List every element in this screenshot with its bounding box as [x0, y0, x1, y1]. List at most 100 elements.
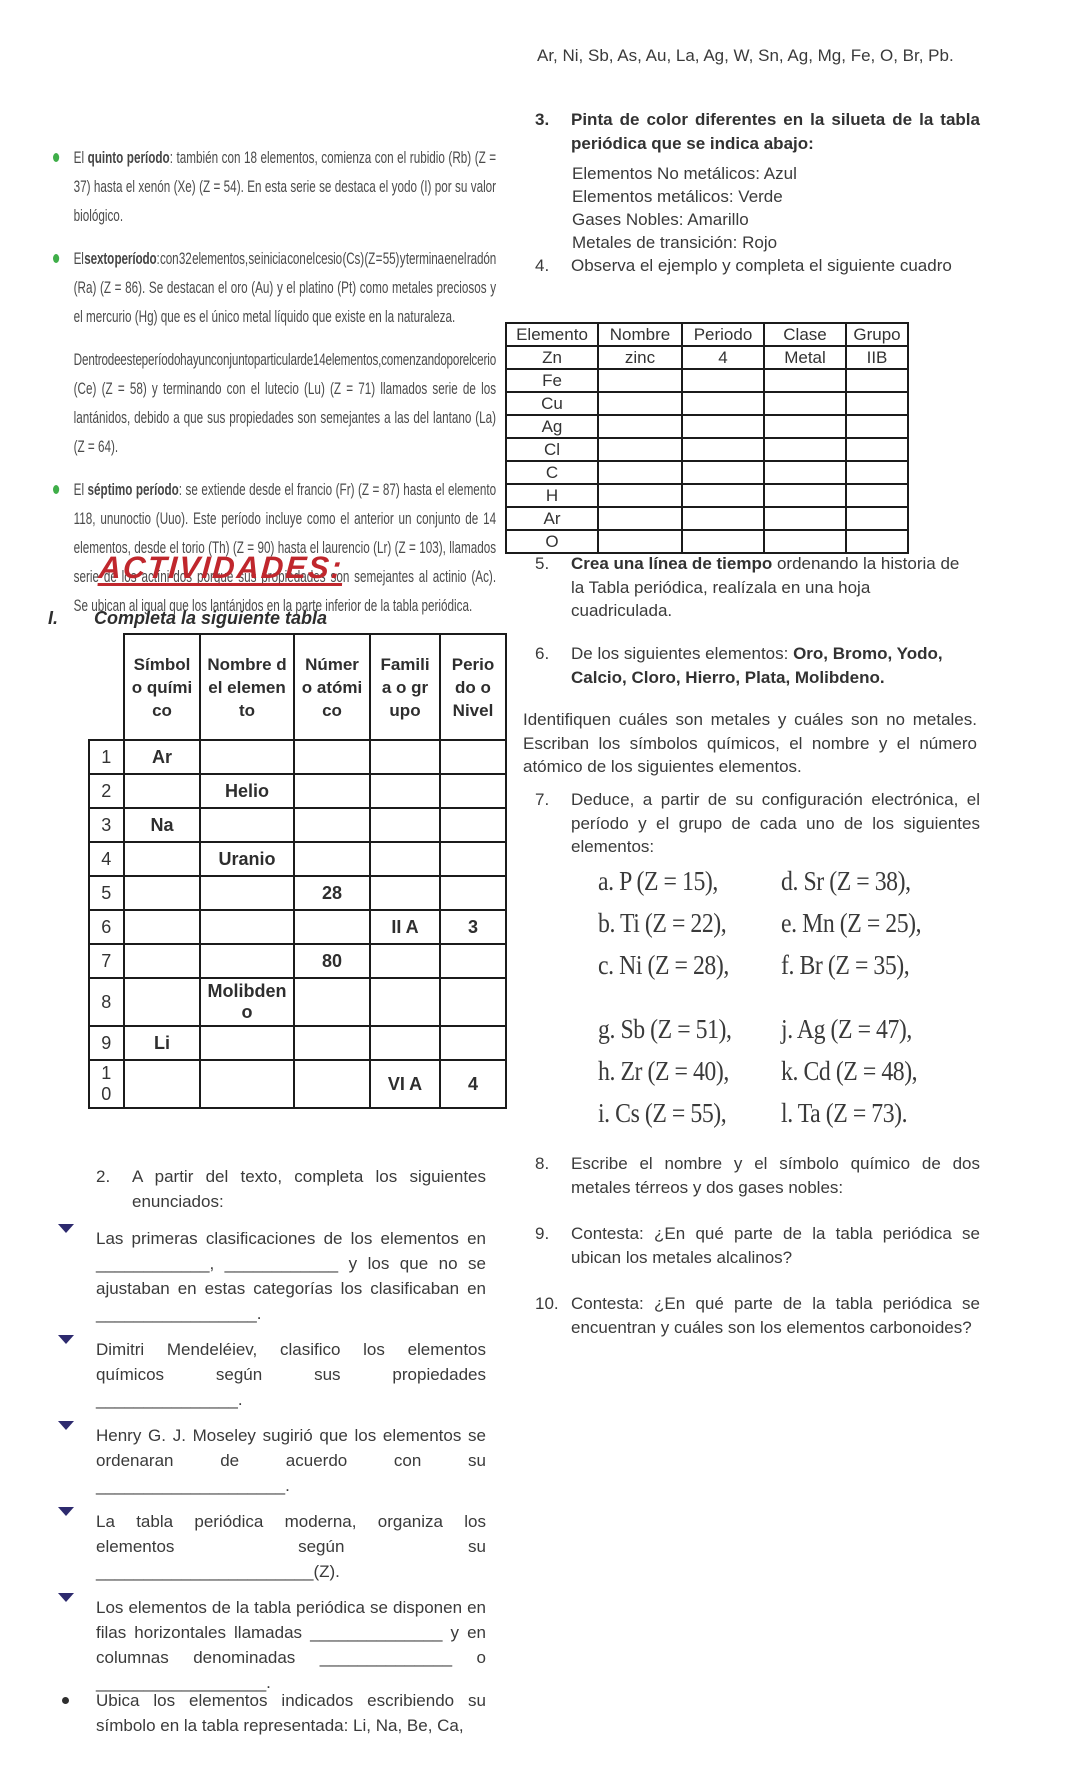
header-cell: Elemento	[505, 322, 599, 347]
arrow-bullet-icon	[58, 1224, 75, 1252]
cell	[845, 460, 909, 485]
element-list-row: b. Ti (Z = 22), e. Mn (Z = 25),	[598, 902, 950, 944]
task-3-text: Pinta de color diferentes en la silueta …	[571, 110, 980, 153]
cell	[597, 391, 683, 416]
task-9: 9. Contesta: ¿En qué parte de la tabla p…	[535, 1222, 980, 1269]
cell	[439, 841, 507, 877]
ubica-bullet: Ubica los elementos indicados escribiend…	[50, 1688, 486, 1738]
cell: Li	[123, 1025, 201, 1061]
green-bullet-icon	[53, 153, 60, 162]
element-list-row: c. Ni (Z = 28), f. Br (Z = 35),	[598, 944, 950, 986]
cell: Zn	[505, 345, 599, 370]
cell	[597, 506, 683, 531]
task-6: 6. De los siguientes elementos: Oro, Bro…	[535, 642, 977, 689]
task-10-number: 10.	[535, 1294, 559, 1313]
task-4: 4. Observa el ejemplo y completa el sigu…	[535, 254, 980, 278]
dot-bullet-icon	[62, 1697, 69, 1704]
bullet-sexto-periodo: El sexto período: con 32 elementos, se i…	[42, 244, 496, 331]
task-2-text: A partir del texto, completa los siguien…	[132, 1167, 486, 1211]
cell: Cl	[505, 437, 599, 462]
task-6-paragraph: Identifiquen cuáles son metales y cuáles…	[523, 710, 977, 776]
cell	[763, 414, 847, 439]
table-row: C	[505, 460, 909, 485]
header-cell: Símbolo químico	[123, 633, 201, 741]
element-list-row: g. Sb (Z = 51), j. Ag (Z = 47),	[598, 1008, 950, 1050]
table-row: O	[505, 529, 909, 554]
cell	[681, 529, 765, 554]
cell	[597, 368, 683, 393]
arrow-bullet-icon	[58, 1335, 75, 1363]
bullet-text-rest: : con 32 elementos, se inicia con el ces…	[73, 249, 497, 326]
cell	[439, 1025, 507, 1061]
table-row: Cu	[505, 391, 909, 416]
element-item: b. Ti (Z = 22),	[598, 907, 727, 938]
cell	[763, 391, 847, 416]
task-7-text: Deduce, a partir de su configuración ele…	[571, 790, 980, 856]
cell	[681, 391, 765, 416]
cell	[845, 437, 909, 462]
cell: 4	[681, 345, 765, 370]
cell	[845, 391, 909, 416]
header-cell: Familia o grupo	[369, 633, 441, 741]
cell: Helio	[199, 773, 295, 809]
cell	[763, 483, 847, 508]
element-item: c. Ni (Z = 28),	[598, 949, 729, 980]
cell	[199, 1059, 295, 1109]
cell	[439, 773, 507, 809]
cell: zinc	[597, 345, 683, 370]
task-5-number: 5.	[535, 554, 550, 573]
fill-item-text: Los elementos de la tabla periódica se d…	[96, 1598, 486, 1692]
cell: 80	[293, 943, 371, 979]
cell	[681, 483, 765, 508]
cell	[597, 460, 683, 485]
cell	[845, 368, 909, 393]
cell	[763, 506, 847, 531]
cell: Uranio	[199, 841, 295, 877]
cell: Cu	[505, 391, 599, 416]
task-5-rest: ordenando la historia de la Tabla periód…	[571, 554, 960, 620]
task-2-number: 2.	[96, 1167, 111, 1186]
row-number-cell: 10	[88, 1059, 125, 1109]
arrow-bullet-icon	[58, 1593, 75, 1621]
activities-heading: ACTIVIDADES:	[97, 550, 345, 585]
task-1-title-text: Completa la siguiente tabla	[94, 608, 328, 628]
element-item: g. Sb (Z = 51),	[598, 1013, 732, 1044]
cell	[293, 841, 371, 877]
element-classification-table: Elemento Nombre Periodo Clase Grupo Zn zi…	[505, 322, 909, 554]
arrow-bullet-icon	[58, 1421, 75, 1449]
cell	[369, 875, 441, 911]
element-item: f. Br (Z = 35),	[781, 949, 910, 980]
table-row: 8 Molibdeno	[88, 977, 507, 1027]
row-number-cell: 9	[88, 1025, 125, 1061]
cell	[123, 841, 201, 877]
cell	[123, 977, 201, 1027]
cell	[369, 841, 441, 877]
table-row: Zn zinc 4 Metal IIB	[505, 345, 909, 370]
task-10: 10. Contesta: ¿En qué parte de la tabla …	[535, 1292, 980, 1339]
fill-item: Las primeras clasificaciones de los elem…	[50, 1224, 486, 1326]
cell	[293, 1059, 371, 1109]
cell	[123, 909, 201, 945]
cell	[681, 506, 765, 531]
cell: O	[505, 529, 599, 554]
cell: Ag	[505, 414, 599, 439]
cell	[293, 773, 371, 809]
element-item: j. Ag (Z = 47),	[781, 1013, 912, 1044]
bullet-text-pre: El	[73, 480, 88, 499]
task-5-text: Crea una línea de tiempo ordenando la hi…	[571, 552, 965, 623]
cell	[199, 739, 295, 775]
table-row: 5 28	[88, 875, 507, 911]
green-bullet-icon	[53, 254, 60, 263]
row-number-cell: 3	[88, 807, 125, 843]
cell	[369, 1025, 441, 1061]
cell	[369, 977, 441, 1027]
fill-item-text: Las primeras clasificaciones de los elem…	[96, 1229, 486, 1323]
cell: Fe	[505, 368, 599, 393]
task-1-numeral: I.	[48, 608, 59, 628]
color-list-item: Metales de transición: Rojo	[572, 233, 778, 252]
row-number-cell: 2	[88, 773, 125, 809]
ghost-cell	[89, 634, 124, 740]
bullet-septimo-periodo: El séptimo período: se extiende desde el…	[42, 475, 496, 620]
element-item: i. Cs (Z = 55),	[598, 1097, 727, 1128]
